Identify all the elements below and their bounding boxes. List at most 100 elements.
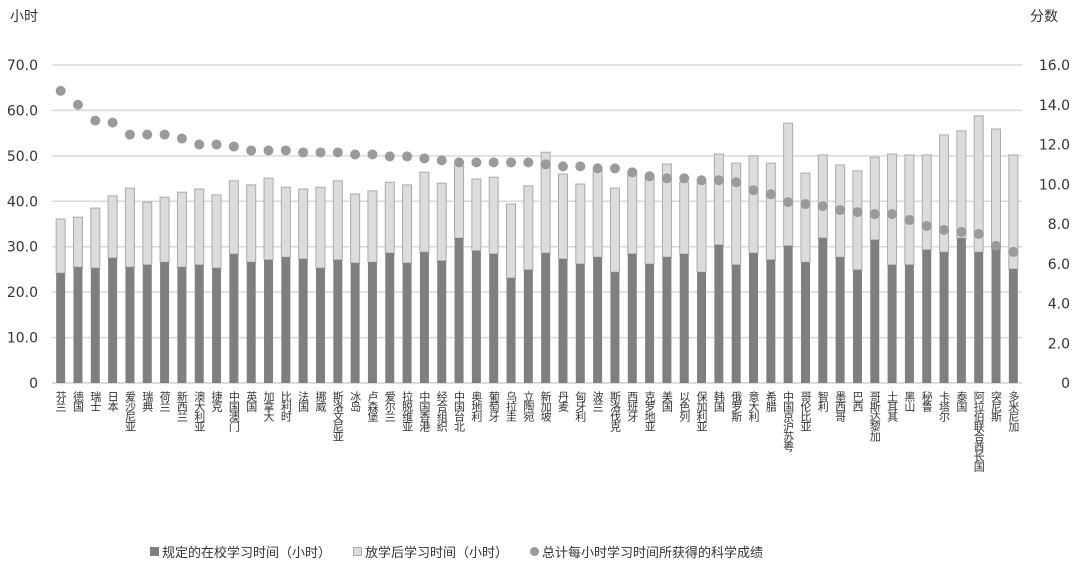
x-tick-label: 突尼斯 (990, 390, 1003, 423)
bar-after-school (488, 176, 499, 255)
bar-school (679, 253, 689, 383)
bar-after-school (315, 186, 326, 269)
bar-after-school (869, 156, 880, 241)
bar-after-school (298, 188, 309, 260)
x-tick-label: 中国澳门 (227, 391, 240, 433)
x-tick-label: 巴西 (851, 391, 864, 412)
bar-school (298, 258, 308, 383)
score-dot (367, 149, 378, 160)
bar-school (1008, 268, 1018, 383)
x-tick-label: 斯洛文尼亚 (331, 391, 344, 441)
score-dot (1008, 246, 1019, 257)
y-right-tick-label: 6.0 (1048, 257, 1070, 273)
bar-after-school (107, 195, 118, 259)
bar-after-school (454, 165, 465, 239)
bar-school (264, 259, 274, 383)
bar-school (454, 238, 464, 383)
score-dot (887, 209, 898, 220)
score-dot (280, 145, 291, 156)
bar-school (904, 264, 914, 383)
x-tick-label: 捷克 (210, 390, 223, 412)
score-dot (609, 163, 620, 174)
score-dot (315, 147, 326, 158)
score-dot (246, 145, 257, 156)
x-tick-label: 瑞典 (141, 390, 154, 413)
bar-school (437, 260, 447, 383)
bar-after-school (332, 180, 343, 261)
score-dot (661, 173, 672, 184)
score-dot (107, 117, 118, 128)
bar-school (662, 257, 672, 383)
score-dot (506, 157, 517, 168)
score-dot (592, 163, 603, 174)
right-axis-unit: 分数 (1030, 9, 1058, 25)
bar-after-school (991, 128, 1002, 250)
x-tick-label: 澳大利亚 (193, 391, 206, 431)
bar-school (229, 253, 239, 383)
bar-after-school (627, 172, 638, 255)
x-tick-label: 日本 (106, 391, 119, 413)
x-tick-label: 韩国 (712, 390, 725, 413)
bar-school (731, 264, 741, 383)
bar-school (194, 264, 204, 383)
bar-after-school (72, 216, 83, 268)
x-tick-label: 以色列 (678, 391, 691, 423)
x-tick-label: 墨西哥 (834, 391, 847, 422)
x-tick-label: 比利时 (279, 391, 292, 422)
score-dot (142, 129, 153, 140)
bar-after-school (506, 203, 517, 279)
x-tick-label: 法国 (297, 390, 310, 413)
bar-after-school (471, 178, 482, 252)
bar-school (333, 259, 343, 383)
score-dot (436, 155, 447, 166)
score-dot (869, 209, 880, 220)
bar-school (402, 263, 412, 383)
bar-school (177, 267, 187, 383)
legend-item-after-school-hours: 放学后学习时间（小时） (353, 542, 508, 561)
x-tick-label: 波兰 (591, 391, 604, 411)
y-left-tick-label: 0 (29, 376, 38, 392)
score-dot (904, 215, 915, 226)
bar-school (541, 253, 551, 383)
bar-school (108, 258, 118, 383)
x-tick-label: 西班牙 (626, 391, 639, 423)
score-dot (55, 85, 66, 96)
score-dot (852, 207, 863, 218)
y-right-tick-label: 8.0 (1048, 217, 1070, 233)
bar-school (160, 262, 170, 383)
bar-after-school (384, 181, 395, 254)
score-dot (90, 115, 101, 126)
x-tick-label: 丹麦 (556, 391, 569, 413)
x-tick-label: 斯洛伐克 (608, 391, 621, 432)
legend-label: 放学后学习时间（小时） (365, 546, 509, 561)
x-tick-label: 中国京沪苏粤 (782, 391, 795, 453)
x-tick-label: 爱沙尼亚 (123, 391, 136, 431)
legend: 规定的在校学习时间（小时） 放学后学习时间（小时） 总计每小时学习时间所获得的科… (150, 542, 763, 561)
bar-school (281, 257, 291, 383)
x-tick-label: 德国 (71, 390, 84, 413)
legend-label: 总计每小时学习时间所获得的科学成绩 (542, 546, 764, 561)
bar-school (852, 269, 862, 383)
bar-after-school (852, 170, 863, 271)
bar-after-school (263, 177, 274, 261)
bar-school (818, 238, 828, 383)
x-tick-label: 英国 (245, 390, 258, 413)
legend-label: 规定的在校学习时间（小时） (162, 546, 332, 561)
x-tick-label: 中国香港 (418, 391, 431, 432)
bar-after-school (904, 154, 915, 266)
bar-school (800, 262, 810, 383)
score-dot (765, 189, 776, 200)
bar-after-school (55, 218, 66, 274)
bar-school (367, 262, 377, 383)
score-dot (939, 224, 950, 235)
x-tick-label: 奥地利 (470, 390, 483, 422)
y-right-tick-label: 12.0 (1039, 138, 1070, 154)
bar-school (939, 252, 949, 383)
bar-school (783, 245, 793, 383)
x-tick-label: 哥斯达黎加 (868, 391, 881, 443)
bar-after-school (748, 155, 759, 254)
plot-area: 0 10.0 20.0 30.0 40.0 50.0 60.0 70.0 0 2.0 4.0 6.0 8… (7, 58, 1070, 473)
score-dot (194, 139, 205, 150)
x-tick-label: 土耳其 (886, 391, 899, 423)
bar-after-school (696, 182, 707, 273)
